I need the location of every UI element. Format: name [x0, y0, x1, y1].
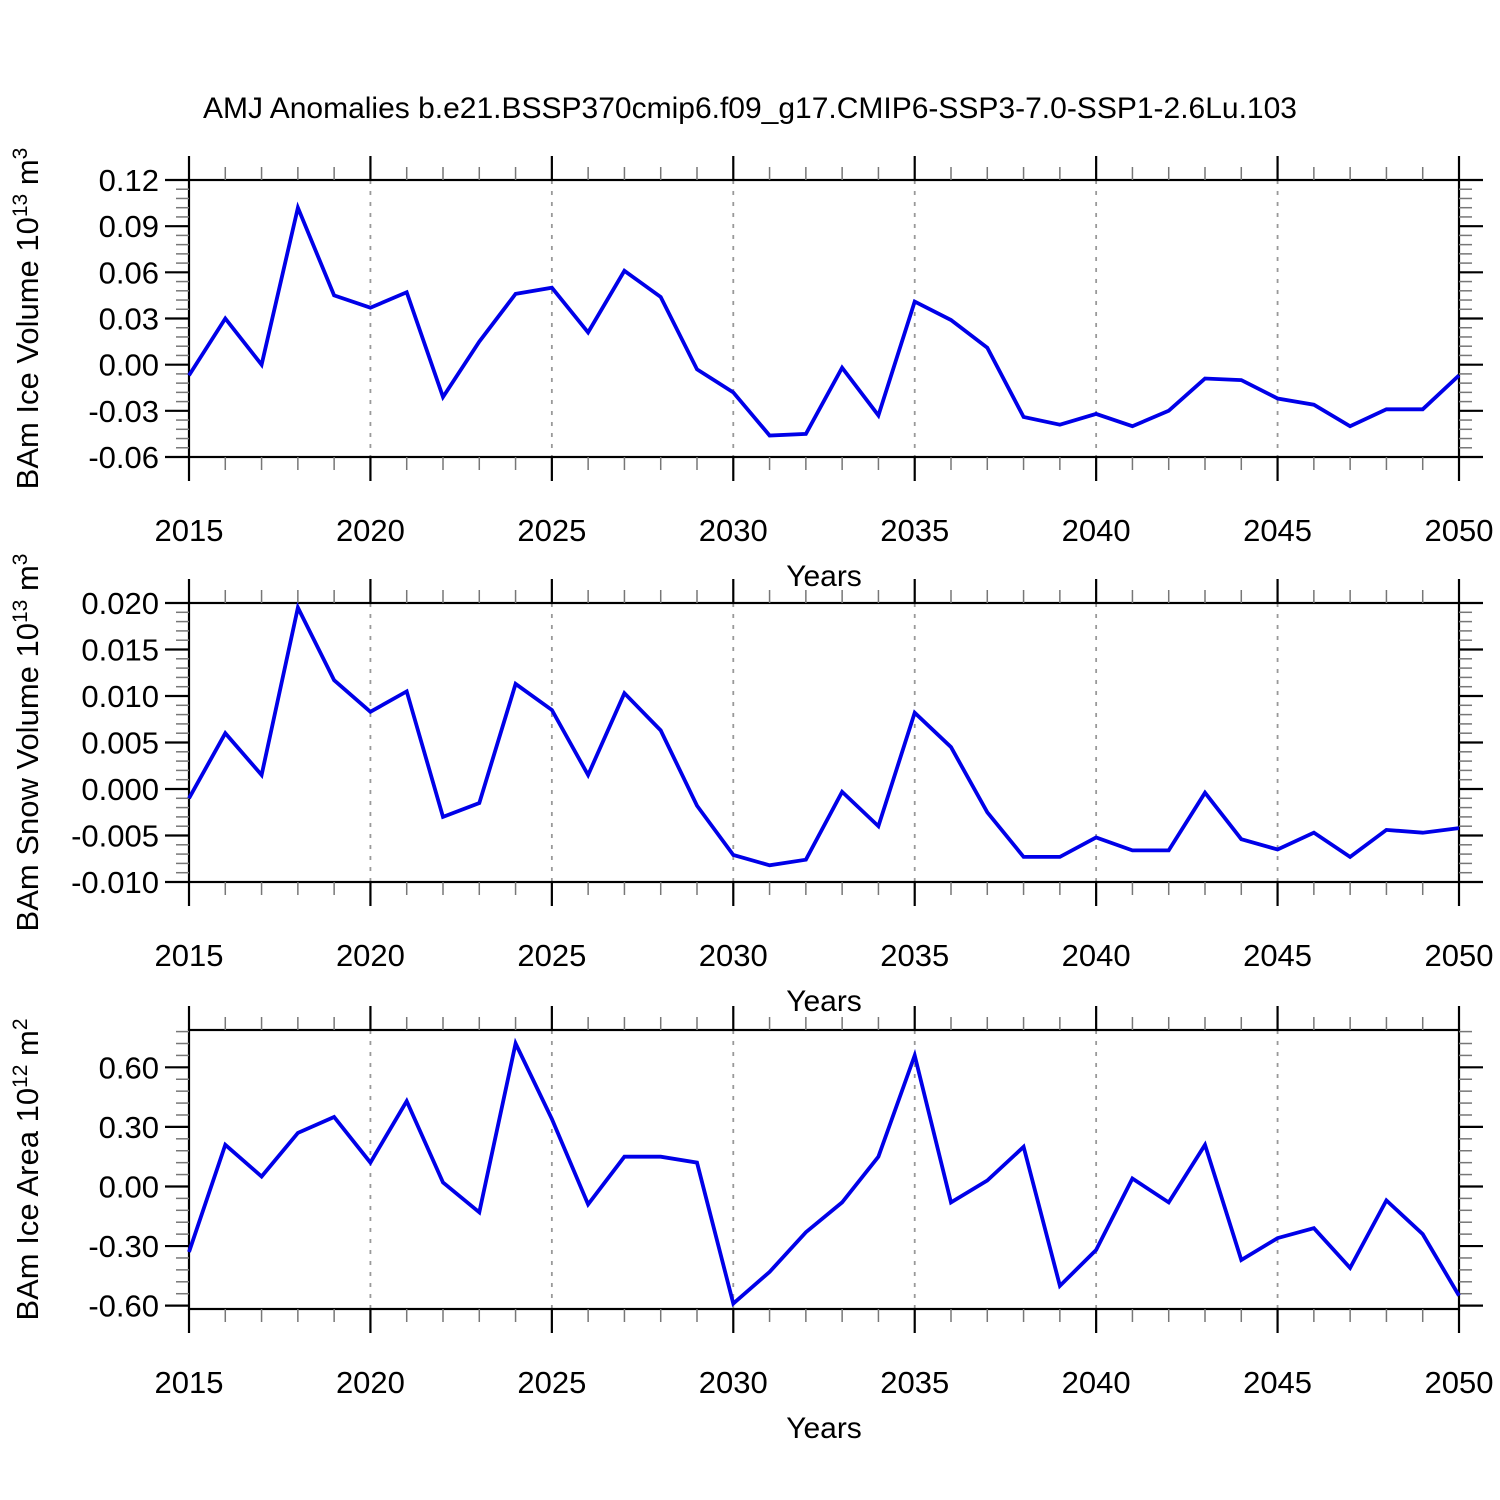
- x-tick-label: 2020: [336, 513, 405, 548]
- ice-volume-chart: 0.12 0.09 0.06 0.03 0.00 -0.03 -0.06 2015 2020 20…: [9, 148, 1493, 593]
- x-tick-label: 2035: [880, 513, 949, 548]
- y-tick-label: 0.03: [99, 302, 159, 337]
- x-tick-label: 2050: [1425, 513, 1494, 548]
- y-tick-label: -0.03: [88, 394, 159, 429]
- x-tick-label: 2025: [517, 938, 586, 973]
- x-axis-title: Years: [786, 1412, 862, 1445]
- y-tick-label: 0.00: [99, 348, 159, 383]
- data-line: [187, 601, 1460, 868]
- x-tick-label: 2050: [1425, 938, 1494, 973]
- y-tick-label: 0.010: [81, 679, 159, 714]
- x-tick-label: 2015: [155, 513, 224, 548]
- y-tick-label: 0.60: [99, 1050, 159, 1085]
- ice-area-chart: 0.60 0.30 0.00 -0.30 -0.60 2015 2020 2025 2030 20…: [9, 1006, 1493, 1445]
- x-tick-label: 2015: [155, 938, 224, 973]
- y-tick-label: 0.12: [99, 163, 159, 198]
- snow-volume-chart: 0.020 0.015 0.010 0.005 0.000 -0.005 -0.010 201…: [9, 554, 1493, 1018]
- x-tick-label: 2020: [336, 938, 405, 973]
- x-tick-label: 2020: [336, 1365, 405, 1400]
- y-tick-label: 0.015: [81, 633, 159, 668]
- x-axis-title: Years: [786, 560, 862, 593]
- data-line: [187, 1037, 1461, 1308]
- y-tick-label: 0.005: [81, 726, 159, 761]
- plot-frame: [187, 601, 1461, 884]
- y-tick-label: 0.06: [99, 255, 159, 290]
- x-tick-label: 2035: [880, 1365, 949, 1400]
- x-tick-label: 2040: [1062, 513, 1131, 548]
- x-tick-label: 2030: [699, 938, 768, 973]
- x-tick-label: 2040: [1062, 938, 1131, 973]
- x-tick-label: 2040: [1062, 1365, 1131, 1400]
- y-tick-label: 0.020: [81, 586, 159, 621]
- y-tick-label: 0.30: [99, 1110, 159, 1145]
- x-tick-label: 2015: [155, 1365, 224, 1400]
- data-line: [187, 201, 1461, 438]
- x-tick-label: 2025: [517, 513, 586, 548]
- y-tick-label: 0.00: [99, 1169, 159, 1204]
- y-tick-label: -0.06: [88, 440, 159, 475]
- x-axis-title: Years: [786, 985, 862, 1018]
- x-tick-label: 2030: [699, 1365, 768, 1400]
- y-axis-title: BAm Ice Volume 1013 m3: [9, 148, 45, 490]
- y-axis-title: BAm Snow Volume 1013 m3: [9, 554, 45, 932]
- x-tick-label: 2045: [1243, 938, 1312, 973]
- plot-frame: [187, 1028, 1461, 1311]
- y-axis-title: BAm Ice Area 1012 m2: [9, 1018, 45, 1320]
- y-tick-label: -0.30: [88, 1229, 159, 1264]
- y-tick-label: -0.010: [71, 865, 159, 900]
- chart-title: AMJ Anomalies b.e21.BSSP370cmip6.f09_g17…: [203, 92, 1297, 125]
- y-tick-label: 0.09: [99, 209, 159, 244]
- plot-frame: [187, 178, 1461, 459]
- x-tick-label: 2045: [1243, 513, 1312, 548]
- y-tick-label: -0.60: [88, 1289, 159, 1324]
- y-tick-label: -0.005: [71, 819, 159, 854]
- y-tick-label: 0.000: [81, 772, 159, 807]
- x-tick-label: 2025: [517, 1365, 586, 1400]
- x-tick-label: 2050: [1425, 1365, 1494, 1400]
- x-tick-label: 2035: [880, 938, 949, 973]
- x-tick-label: 2045: [1243, 1365, 1312, 1400]
- x-tick-label: 2030: [699, 513, 768, 548]
